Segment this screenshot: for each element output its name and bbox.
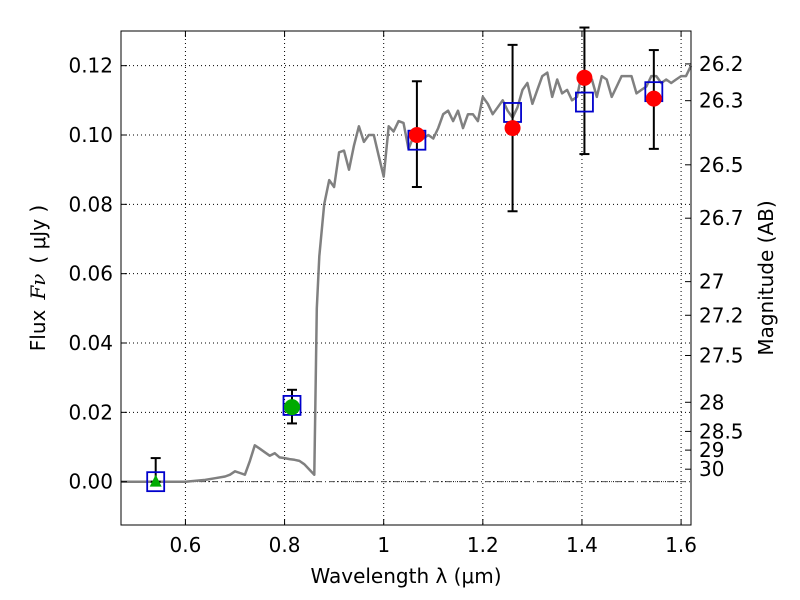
- y-tick-label: 0.04: [68, 331, 113, 355]
- x-axis-label: Wavelength λ (μm): [310, 564, 501, 588]
- model-spectrum-line: [121, 65, 693, 483]
- right-tick-label: 26.3: [699, 89, 744, 113]
- observed-circle-marker: [408, 127, 425, 143]
- x-tick-label: 1: [377, 533, 390, 557]
- plot-frame-bg: [121, 31, 691, 525]
- right-tick-label: 26.5: [699, 153, 744, 177]
- model-photometry-square: [146, 471, 166, 493]
- y-axis-label-symbol: Fν: [26, 274, 50, 301]
- y-tick-label: 0.00: [68, 470, 113, 494]
- model-photometry-square: [575, 91, 594, 113]
- x-axis-ticks: 0.6 0.8 1 1.2 1.4 1.6: [170, 31, 697, 557]
- x-tick-label: 1.6: [665, 533, 697, 557]
- observed-circle-marker: [645, 90, 662, 107]
- y-tick-label: 0.12: [68, 54, 113, 78]
- right-tick-label: 30: [699, 457, 724, 481]
- observed-circle-marker: [504, 120, 521, 137]
- x-tick-label: 0.6: [170, 533, 202, 557]
- y-axis-label-prefix: Flux: [26, 309, 50, 351]
- x-tick-label: 0.8: [269, 533, 301, 557]
- observed-circle-marker: [284, 399, 300, 416]
- right-tick-label: 26.2: [699, 52, 744, 76]
- x-tick-label: 1.4: [566, 533, 598, 557]
- right-tick-label: 29: [699, 438, 724, 462]
- observed-triangle-marker: [149, 474, 162, 487]
- right-tick-label: 26.7: [699, 206, 744, 230]
- right-tick-label: 27.5: [699, 343, 744, 367]
- y-tick-label: 0.08: [68, 192, 113, 216]
- plot-area: [120, 26, 693, 526]
- observed-circle-marker: [576, 69, 593, 86]
- y-axis-label: Flux Fν ( μJy ): [26, 205, 50, 351]
- right-tick-label: 27: [699, 270, 724, 294]
- right-tick-label: 28: [699, 390, 724, 414]
- observed-markers: [149, 69, 662, 487]
- y-tick-label: 0.02: [68, 400, 113, 424]
- y-axis-label-units: ( μJy ): [26, 205, 50, 264]
- plot-frame: [120, 30, 692, 526]
- right-axis-label: Magnitude (AB): [754, 200, 778, 355]
- y-tick-label: 0.06: [68, 262, 113, 286]
- right-tick-label: 28.5: [699, 419, 744, 443]
- right-tick-label: 27.2: [699, 303, 744, 327]
- y-axis-ticks: 0.00 0.02 0.04 0.06 0.08 0.10 0.12: [68, 54, 127, 494]
- y-tick-label: 0.10: [68, 123, 113, 147]
- x-tick-label: 1.2: [467, 533, 499, 557]
